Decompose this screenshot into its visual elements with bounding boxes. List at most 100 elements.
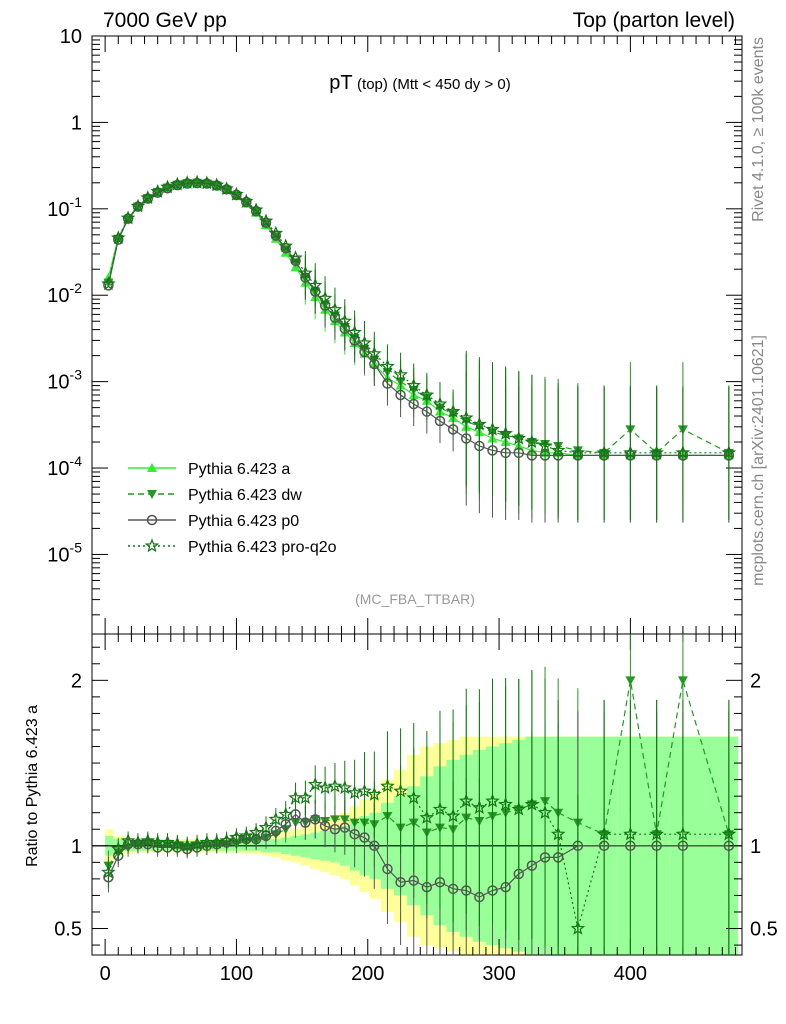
ratio-point	[307, 776, 323, 791]
data-point	[537, 438, 553, 453]
data-point	[327, 302, 343, 316]
data-point	[250, 205, 262, 217]
header-left: 7000 GeV pp	[103, 9, 227, 32]
y-tick-base: 10	[47, 372, 69, 394]
y-tick-exponent: -1	[70, 194, 83, 210]
data-point	[258, 213, 274, 228]
ratio-point	[337, 780, 353, 795]
data-point	[209, 177, 225, 192]
ratio-point	[268, 811, 284, 826]
data-point	[103, 280, 114, 291]
ratio-point	[229, 829, 244, 844]
ratio-point	[189, 836, 205, 851]
series-line	[107, 182, 729, 456]
y-tick-label: 10-3	[47, 367, 82, 394]
ratio-point	[498, 796, 513, 811]
series-line	[107, 181, 729, 454]
data-point	[152, 187, 163, 198]
ratio-point	[120, 833, 136, 848]
data-point	[419, 387, 435, 402]
data-point	[239, 193, 254, 208]
data-point	[485, 421, 500, 436]
data-point	[432, 396, 448, 411]
y-tick-label: 10-2	[47, 280, 82, 307]
data-point	[406, 377, 421, 392]
ratio-point	[458, 793, 474, 808]
ratio-point	[317, 780, 333, 795]
ratio-frame	[91, 633, 743, 956]
data-point	[550, 442, 566, 457]
legend-marker	[147, 463, 157, 472]
data-point	[472, 416, 487, 431]
ratio-point	[179, 838, 195, 852]
ratio-point	[408, 875, 419, 886]
data-point	[248, 202, 264, 217]
ratio-point	[395, 876, 406, 888]
x-tick-label: 100	[220, 963, 253, 985]
ratio-point	[357, 783, 372, 798]
ratio-series-pro	[101, 670, 737, 955]
data-point	[367, 346, 382, 360]
x-tick-label: 400	[614, 963, 647, 985]
analysis-tag: (MC_FBA_TTBAR)	[355, 591, 475, 607]
data-point	[260, 217, 272, 228]
legend: Pythia 6.423 a Pythia 6.423 dw Pythia 6.42…	[128, 461, 337, 556]
y-tick-exponent: -4	[70, 453, 83, 469]
data-point	[393, 367, 408, 381]
y-tick-base: 10	[47, 458, 69, 480]
data-point	[120, 210, 136, 225]
ratio-point	[327, 778, 343, 793]
data-point	[317, 290, 333, 305]
ratio-point	[349, 828, 360, 840]
ratio-point	[649, 826, 664, 841]
ratio-point	[347, 785, 362, 800]
ratio-point	[278, 806, 293, 821]
ratio-point	[359, 832, 370, 843]
data-point	[278, 238, 293, 253]
ratio-point	[550, 826, 566, 841]
y-tick-label: 10-4	[47, 453, 82, 480]
data-point	[160, 179, 175, 194]
ratio-y-tick-label-right: 0.5	[750, 919, 778, 941]
ratio-point	[721, 826, 737, 841]
data-point	[162, 182, 173, 194]
ratio-point	[570, 920, 586, 935]
legend-entry-dw: Pythia 6.423 dw	[128, 487, 302, 504]
ratio-point	[675, 826, 691, 841]
data-point	[347, 324, 362, 339]
legend-label: Pythia 6.423 p0	[188, 513, 299, 530]
data-point	[132, 201, 144, 212]
data-point	[524, 434, 540, 449]
title-sub: (top)	[357, 76, 388, 93]
legend-label: Pythia 6.423 dw	[188, 487, 302, 504]
data-point	[241, 196, 252, 208]
legend-entry-p0: Pythia 6.423 p0	[128, 513, 299, 530]
legend-marker	[146, 514, 158, 526]
ratio-panel: 0.5 0.5 1 1 2 2 0 100 200 300 400	[54, 633, 778, 985]
ratio-y-tick-label-left: 1	[71, 836, 82, 858]
ratio-point	[380, 778, 395, 793]
ratio-point	[472, 800, 487, 814]
ratio-series	[101, 634, 737, 955]
data-point	[199, 175, 215, 190]
main-panel: pT (top) (Mtt < 450 dy > 0) (MC_FBA_TTBA…	[47, 26, 743, 635]
ratio-point	[319, 820, 331, 832]
ratio-point	[101, 864, 116, 879]
data-point	[623, 445, 638, 460]
title-main: pT	[329, 72, 352, 94]
data-point	[298, 265, 313, 280]
data-point	[458, 410, 474, 425]
ratio-point	[445, 808, 461, 823]
data-point	[101, 276, 116, 291]
y-tick-exponent: -2	[70, 280, 83, 296]
data-point	[268, 225, 284, 240]
ratio-point	[111, 841, 126, 856]
ratio-point	[369, 840, 380, 852]
data-point	[142, 193, 154, 204]
ratio-point	[596, 826, 612, 841]
data-point	[288, 250, 303, 265]
data-point	[649, 445, 664, 460]
ratio-point	[432, 801, 448, 816]
legend-marker	[144, 538, 160, 553]
y-tick-base: 10	[47, 199, 69, 221]
